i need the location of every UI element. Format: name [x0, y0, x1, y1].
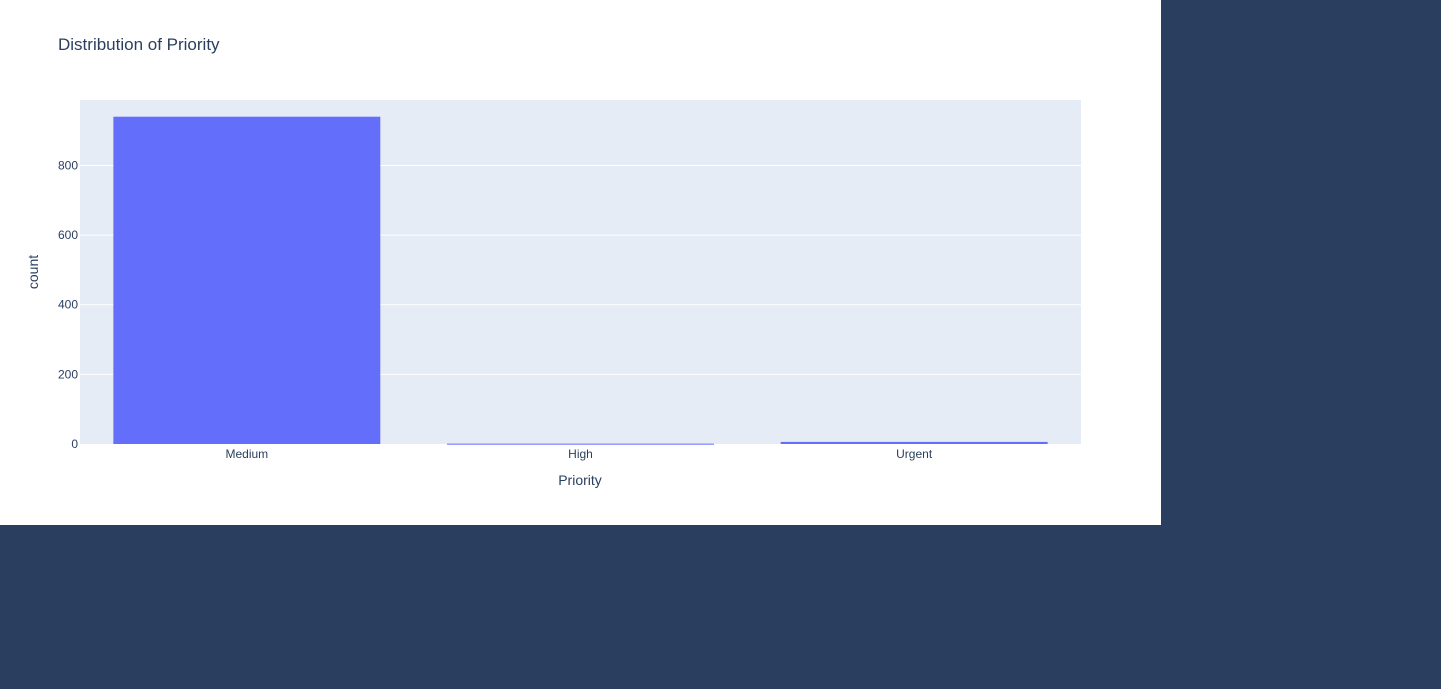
y-tick-label: 0 — [71, 437, 78, 451]
y-axis-title: count — [25, 255, 41, 289]
y-tick-labels: 0 200 400 600 800 — [58, 158, 78, 451]
x-tick-labels: Medium High Urgent — [225, 447, 932, 461]
chart-title: Distribution of Priority — [58, 35, 220, 54]
y-tick-label: 800 — [58, 158, 78, 172]
y-tick-label: 200 — [58, 367, 78, 381]
x-tick-label-high: High — [568, 447, 593, 461]
bar-urgent[interactable] — [780, 441, 1048, 444]
x-tick-label-medium: Medium — [225, 447, 268, 461]
y-tick-label: 400 — [58, 298, 78, 312]
bar-chart: Distribution of Priority 0 200 400 600 800 M… — [25, 35, 1081, 488]
bars — [113, 116, 1048, 445]
x-tick-label-urgent: Urgent — [896, 447, 933, 461]
chart-panel: Distribution of Priority 0 200 400 600 800 M… — [0, 0, 1161, 525]
x-axis-title: Priority — [558, 472, 602, 488]
y-tick-label: 600 — [58, 228, 78, 242]
bar-medium[interactable] — [113, 116, 381, 444]
bar-high[interactable] — [447, 443, 714, 445]
